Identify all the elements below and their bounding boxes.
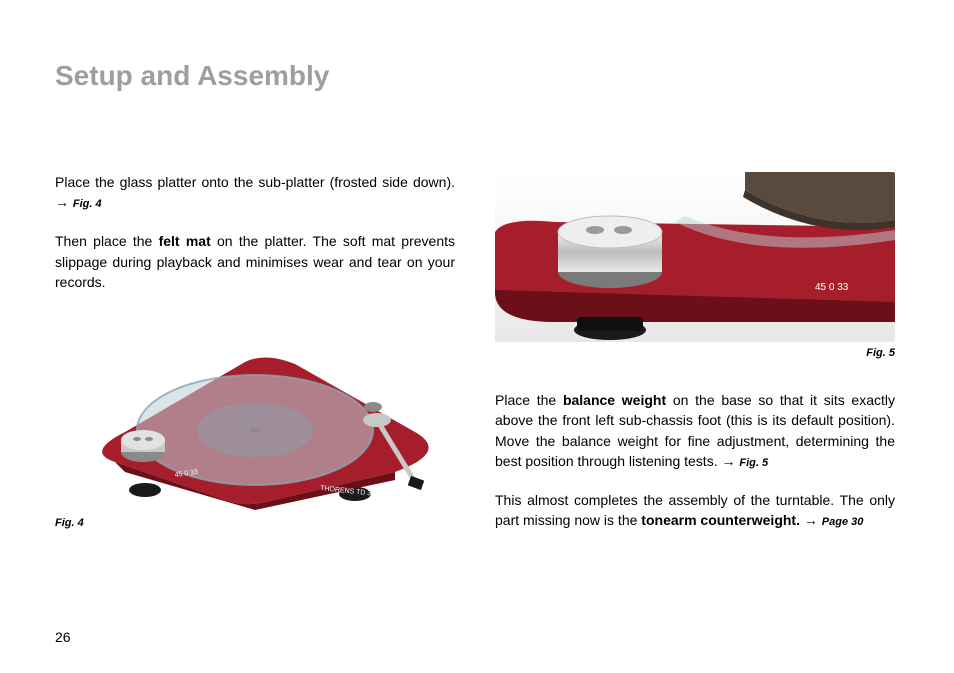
fig-ref: Fig. 5 bbox=[739, 457, 768, 469]
para-counterweight: This almost completes the assembly of th… bbox=[495, 490, 895, 531]
arrow-icon: → bbox=[804, 512, 822, 528]
page-title: Setup and Assembly bbox=[55, 60, 899, 92]
svg-text:45 0 33: 45 0 33 bbox=[815, 282, 849, 293]
left-column: Place the glass platter onto the sub-pla… bbox=[55, 172, 455, 549]
figure-4: 45 0 33 THORENS TD 309 Fig. 4 bbox=[55, 312, 455, 532]
para-platter: Place the glass platter onto the sub-pla… bbox=[55, 172, 455, 213]
figure-5-caption: Fig. 5 bbox=[495, 346, 895, 362]
right-column: 45 0 33 Fig. 5 Place the balance weight … bbox=[495, 172, 895, 549]
text: Place the bbox=[495, 392, 563, 408]
figure-5-image: 45 0 33 bbox=[495, 172, 895, 342]
arrow-icon: → bbox=[721, 453, 739, 469]
bold-term: felt mat bbox=[159, 233, 211, 249]
balance-weight-closeup-icon: 45 0 33 bbox=[495, 172, 895, 342]
page-ref: Page 30 bbox=[822, 516, 864, 528]
page-number: 26 bbox=[55, 629, 71, 645]
turntable-illustration-icon: 45 0 33 THORENS TD 309 bbox=[55, 312, 455, 512]
figure-5: 45 0 33 Fig. 5 bbox=[495, 172, 895, 390]
figure-4-image: 45 0 33 THORENS TD 309 bbox=[55, 312, 455, 512]
arrow-icon: → bbox=[55, 194, 73, 210]
two-column-layout: Place the glass platter onto the sub-pla… bbox=[55, 172, 899, 549]
para-felt-mat: Then place the felt mat on the platter. … bbox=[55, 231, 455, 292]
text: Place the glass platter onto the sub-pla… bbox=[55, 174, 455, 190]
fig-ref: Fig. 4 bbox=[73, 198, 102, 210]
figure-4-caption: Fig. 4 bbox=[55, 516, 455, 532]
para-balance-weight: Place the balance weight on the base so … bbox=[495, 390, 895, 472]
text: Then place the bbox=[55, 233, 159, 249]
bold-term: balance weight bbox=[563, 392, 666, 408]
bold-term: tonearm counterweight. bbox=[641, 512, 800, 528]
